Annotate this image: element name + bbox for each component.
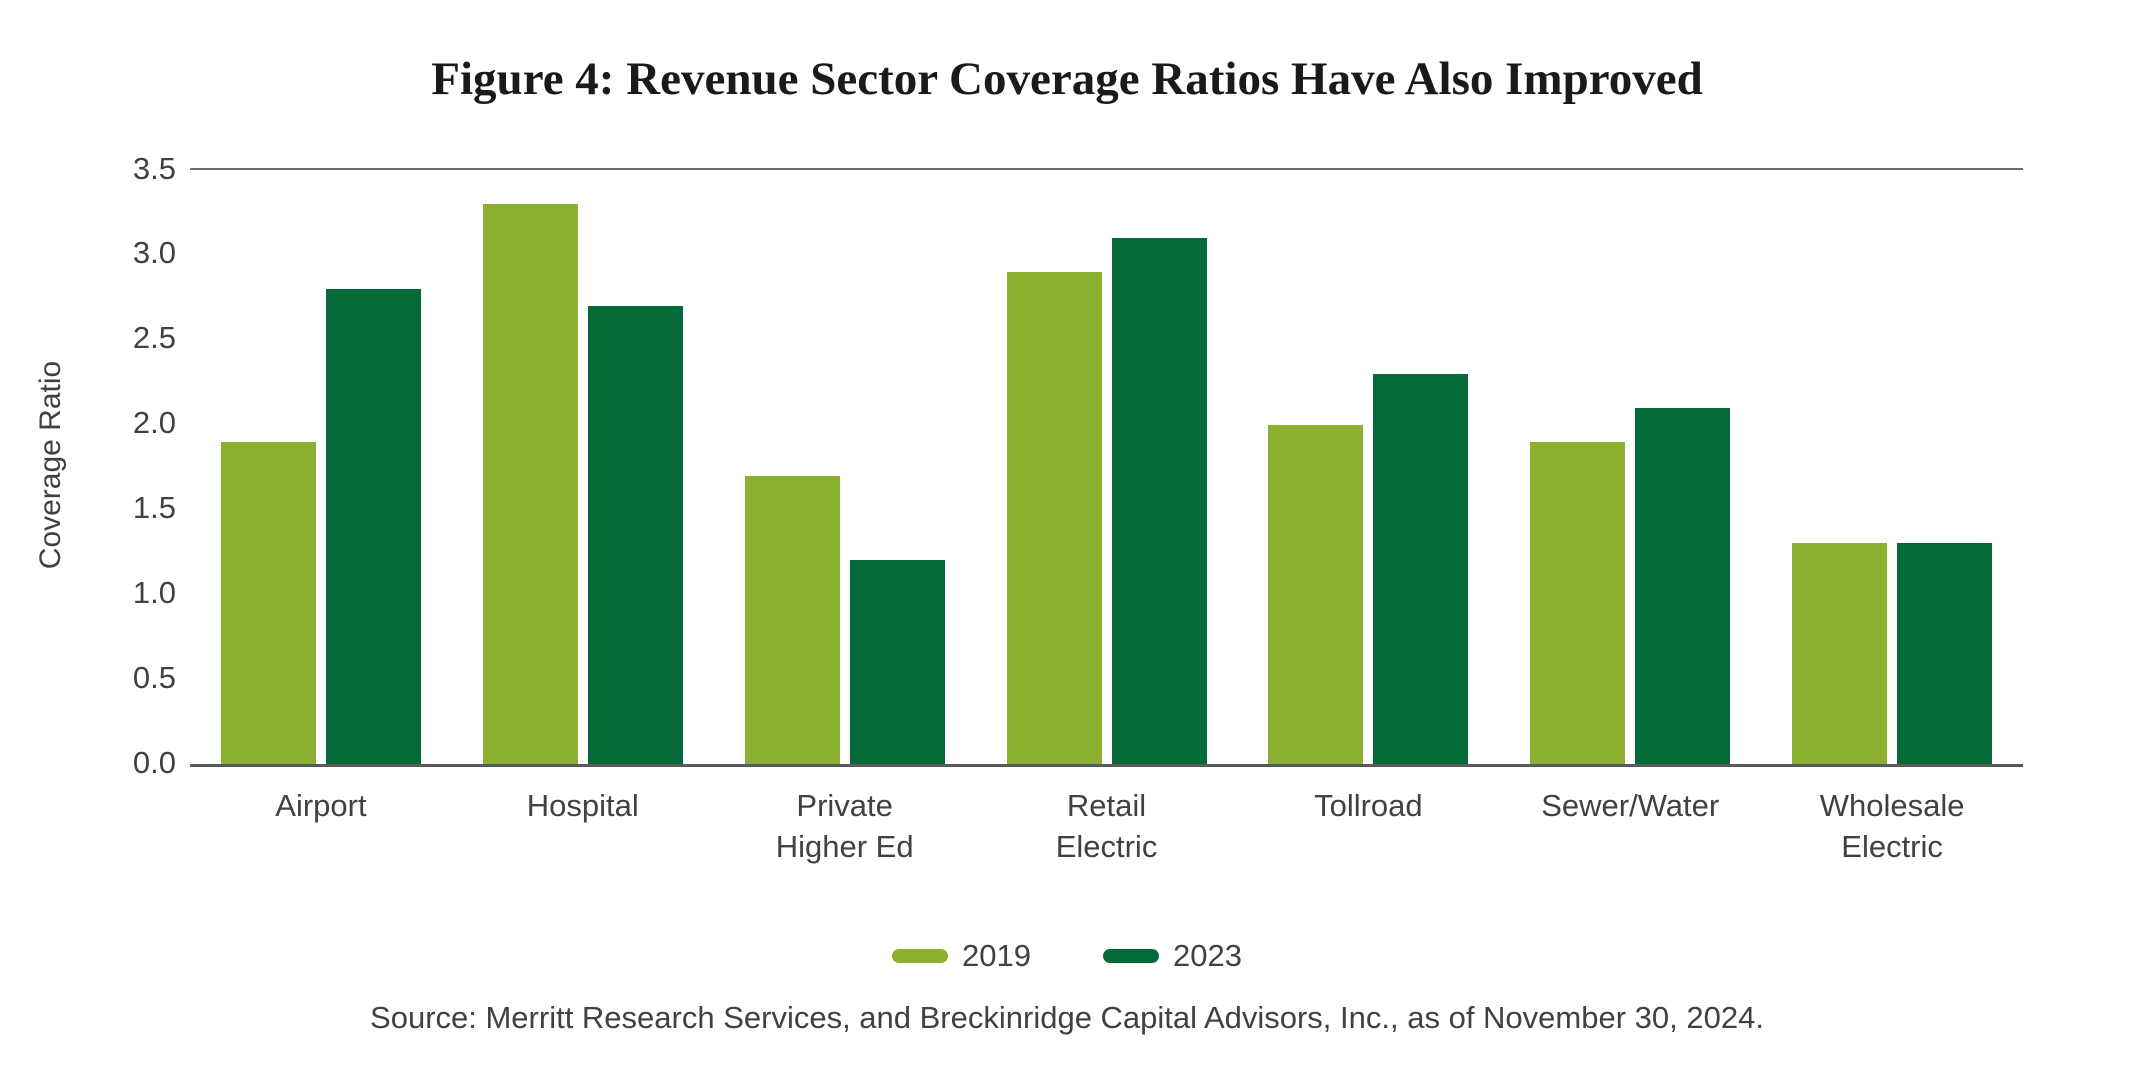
y-tick-2.0: 2.0 — [132, 405, 176, 441]
bar-2023-sewer-water — [1635, 407, 1731, 764]
x-label-airport: Airport — [190, 785, 452, 867]
x-label-line: Retail — [1066, 788, 1147, 823]
bar-group-tollroad — [1237, 170, 1499, 764]
bar-group-wholesale-electric — [1761, 170, 2023, 764]
bar-2019-wholesale-electric — [1792, 543, 1888, 764]
x-label-tollroad: Tollroad — [1237, 785, 1499, 867]
legend-label-2019: 2019 — [962, 938, 1031, 973]
x-label-private-higher-ed: Private Higher Ed — [714, 785, 976, 867]
x-label-line: Higher Ed — [775, 829, 914, 864]
bar-group-hospital — [452, 170, 714, 764]
bar-group-sewer-water — [1499, 170, 1761, 764]
bar-2019-private-higher-ed — [744, 475, 840, 764]
x-label-hospital: Hospital — [452, 785, 714, 867]
bar-2023-airport — [325, 288, 421, 764]
legend-swatch-icon-2019 — [892, 949, 949, 963]
x-label-line: Sewer/Water — [1541, 788, 1720, 823]
bar-2023-tollroad — [1373, 373, 1469, 764]
x-axis-labels: Airport Hospital Private Higher Ed Retail Ele… — [190, 785, 2023, 867]
legend: 2019 2023 — [0, 938, 2134, 974]
x-label-line: Airport — [275, 788, 367, 823]
y-tick-3.5: 3.5 — [132, 150, 176, 186]
y-tick-2.5: 2.5 — [132, 320, 176, 356]
y-tick-0.0: 0.0 — [132, 744, 176, 780]
bar-2019-retail-electric — [1006, 271, 1102, 764]
y-axis-title-text: Coverage Ratio — [34, 360, 67, 570]
source-note: Source: Merritt Research Services, and B… — [370, 1000, 1764, 1035]
x-label-sewer-water: Sewer/Water — [1499, 785, 1761, 867]
x-label-retail-electric: Retail Electric — [976, 785, 1238, 867]
legend-item-2023: 2023 — [1103, 938, 1242, 974]
bar-2023-hospital — [587, 305, 683, 764]
x-label-line: Tollroad — [1314, 788, 1423, 823]
bar-group-airport — [190, 170, 452, 764]
bar-2019-tollroad — [1268, 424, 1364, 764]
y-tick-0.5: 0.5 — [132, 659, 176, 695]
x-label-line: Electric — [1055, 829, 1158, 864]
x-label-wholesale-electric: Wholesale Electric — [1761, 785, 2023, 867]
bar-2023-wholesale-electric — [1897, 543, 1993, 764]
y-tick-1.5: 1.5 — [132, 489, 176, 525]
bar-2023-retail-electric — [1111, 237, 1207, 764]
plot-area — [190, 168, 2023, 767]
legend-swatch-icon-2023 — [1103, 949, 1159, 963]
bar-2019-sewer-water — [1530, 441, 1626, 764]
bar-group-private-higher-ed — [714, 170, 976, 764]
bar-group-retail-electric — [976, 170, 1238, 764]
bar-2019-airport — [220, 441, 316, 764]
bar-2023-private-higher-ed — [849, 560, 945, 764]
legend-label-2023: 2023 — [1173, 938, 1242, 973]
bar-2019-hospital — [482, 203, 578, 764]
chart-title: Figure 4: Revenue Sector Coverage Ratios… — [431, 53, 1703, 105]
x-label-line: Hospital — [526, 788, 639, 823]
legend-item-2019: 2019 — [892, 938, 1031, 974]
y-tick-1.0: 1.0 — [132, 574, 176, 610]
x-label-line: Private — [796, 788, 893, 823]
y-tick-3.0: 3.0 — [132, 235, 176, 271]
x-label-line: Electric — [1841, 829, 1943, 864]
x-label-line: Wholesale — [1819, 788, 1965, 823]
